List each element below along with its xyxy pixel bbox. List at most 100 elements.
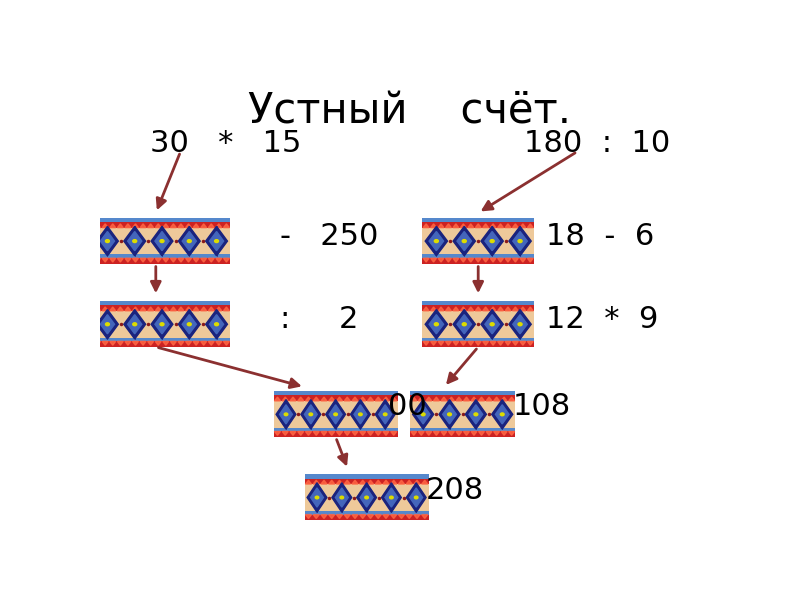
Polygon shape: [94, 341, 101, 345]
Polygon shape: [170, 258, 176, 262]
Circle shape: [383, 413, 387, 416]
Circle shape: [474, 413, 478, 416]
Polygon shape: [505, 224, 511, 227]
Polygon shape: [100, 314, 114, 334]
Text: 00: 00: [388, 392, 427, 421]
Circle shape: [214, 323, 218, 326]
Polygon shape: [446, 258, 451, 262]
Polygon shape: [102, 258, 108, 262]
Polygon shape: [456, 431, 462, 436]
Polygon shape: [124, 310, 146, 339]
Polygon shape: [102, 341, 108, 345]
Circle shape: [160, 323, 164, 326]
Polygon shape: [413, 400, 434, 429]
Bar: [410, 428, 515, 431]
Polygon shape: [344, 480, 350, 484]
Polygon shape: [426, 431, 432, 436]
Polygon shape: [178, 341, 184, 345]
Polygon shape: [478, 431, 485, 436]
Polygon shape: [329, 431, 335, 436]
Polygon shape: [206, 226, 227, 256]
Polygon shape: [208, 258, 214, 262]
Polygon shape: [128, 314, 142, 334]
Polygon shape: [505, 258, 511, 262]
Polygon shape: [344, 515, 350, 518]
Bar: [410, 391, 515, 437]
Circle shape: [462, 323, 466, 326]
Polygon shape: [155, 341, 162, 345]
Polygon shape: [457, 232, 471, 251]
Polygon shape: [170, 224, 176, 227]
Bar: [94, 254, 230, 258]
Polygon shape: [520, 307, 526, 311]
Polygon shape: [118, 224, 123, 227]
Polygon shape: [375, 400, 395, 429]
Polygon shape: [178, 258, 184, 262]
Polygon shape: [178, 226, 200, 256]
Polygon shape: [290, 397, 296, 401]
Polygon shape: [282, 431, 288, 436]
Polygon shape: [155, 224, 162, 227]
Polygon shape: [475, 341, 481, 345]
Bar: [274, 391, 398, 395]
Polygon shape: [140, 224, 146, 227]
Polygon shape: [471, 397, 477, 401]
Circle shape: [422, 413, 425, 416]
Polygon shape: [360, 515, 366, 518]
Polygon shape: [438, 224, 444, 227]
Circle shape: [358, 413, 362, 416]
Polygon shape: [423, 258, 429, 262]
Polygon shape: [360, 397, 366, 401]
Polygon shape: [453, 226, 475, 256]
Polygon shape: [326, 400, 346, 429]
Polygon shape: [485, 314, 499, 334]
Polygon shape: [360, 431, 366, 436]
Bar: [410, 395, 515, 401]
Polygon shape: [148, 341, 154, 345]
Polygon shape: [475, 258, 481, 262]
Polygon shape: [509, 431, 514, 436]
Polygon shape: [513, 307, 518, 311]
Polygon shape: [186, 224, 191, 227]
Polygon shape: [367, 397, 374, 401]
Polygon shape: [110, 307, 116, 311]
Polygon shape: [429, 314, 444, 334]
Polygon shape: [390, 431, 397, 436]
Bar: [305, 515, 429, 520]
Polygon shape: [118, 258, 123, 262]
Polygon shape: [201, 258, 206, 262]
Polygon shape: [155, 314, 169, 334]
Polygon shape: [425, 226, 447, 256]
Polygon shape: [182, 232, 196, 251]
Text: 18  -  6: 18 - 6: [546, 221, 654, 251]
Polygon shape: [425, 310, 447, 339]
Polygon shape: [118, 307, 123, 311]
Polygon shape: [367, 480, 374, 484]
Polygon shape: [304, 405, 318, 424]
Polygon shape: [513, 314, 527, 334]
Polygon shape: [418, 397, 424, 401]
Polygon shape: [471, 431, 477, 436]
Polygon shape: [481, 226, 503, 256]
Bar: [305, 474, 429, 520]
Polygon shape: [313, 397, 319, 401]
Circle shape: [518, 239, 522, 242]
Circle shape: [462, 239, 466, 242]
Polygon shape: [520, 224, 526, 227]
Polygon shape: [468, 224, 474, 227]
Bar: [422, 222, 534, 227]
Polygon shape: [313, 431, 319, 436]
Polygon shape: [94, 307, 101, 311]
Polygon shape: [513, 258, 518, 262]
Polygon shape: [186, 341, 191, 345]
Polygon shape: [321, 480, 327, 484]
Polygon shape: [94, 224, 101, 227]
Polygon shape: [210, 232, 224, 251]
Polygon shape: [453, 258, 459, 262]
Bar: [422, 254, 534, 258]
Polygon shape: [210, 314, 224, 334]
Polygon shape: [162, 341, 169, 345]
Polygon shape: [509, 226, 531, 256]
Polygon shape: [223, 258, 230, 262]
Polygon shape: [208, 307, 214, 311]
